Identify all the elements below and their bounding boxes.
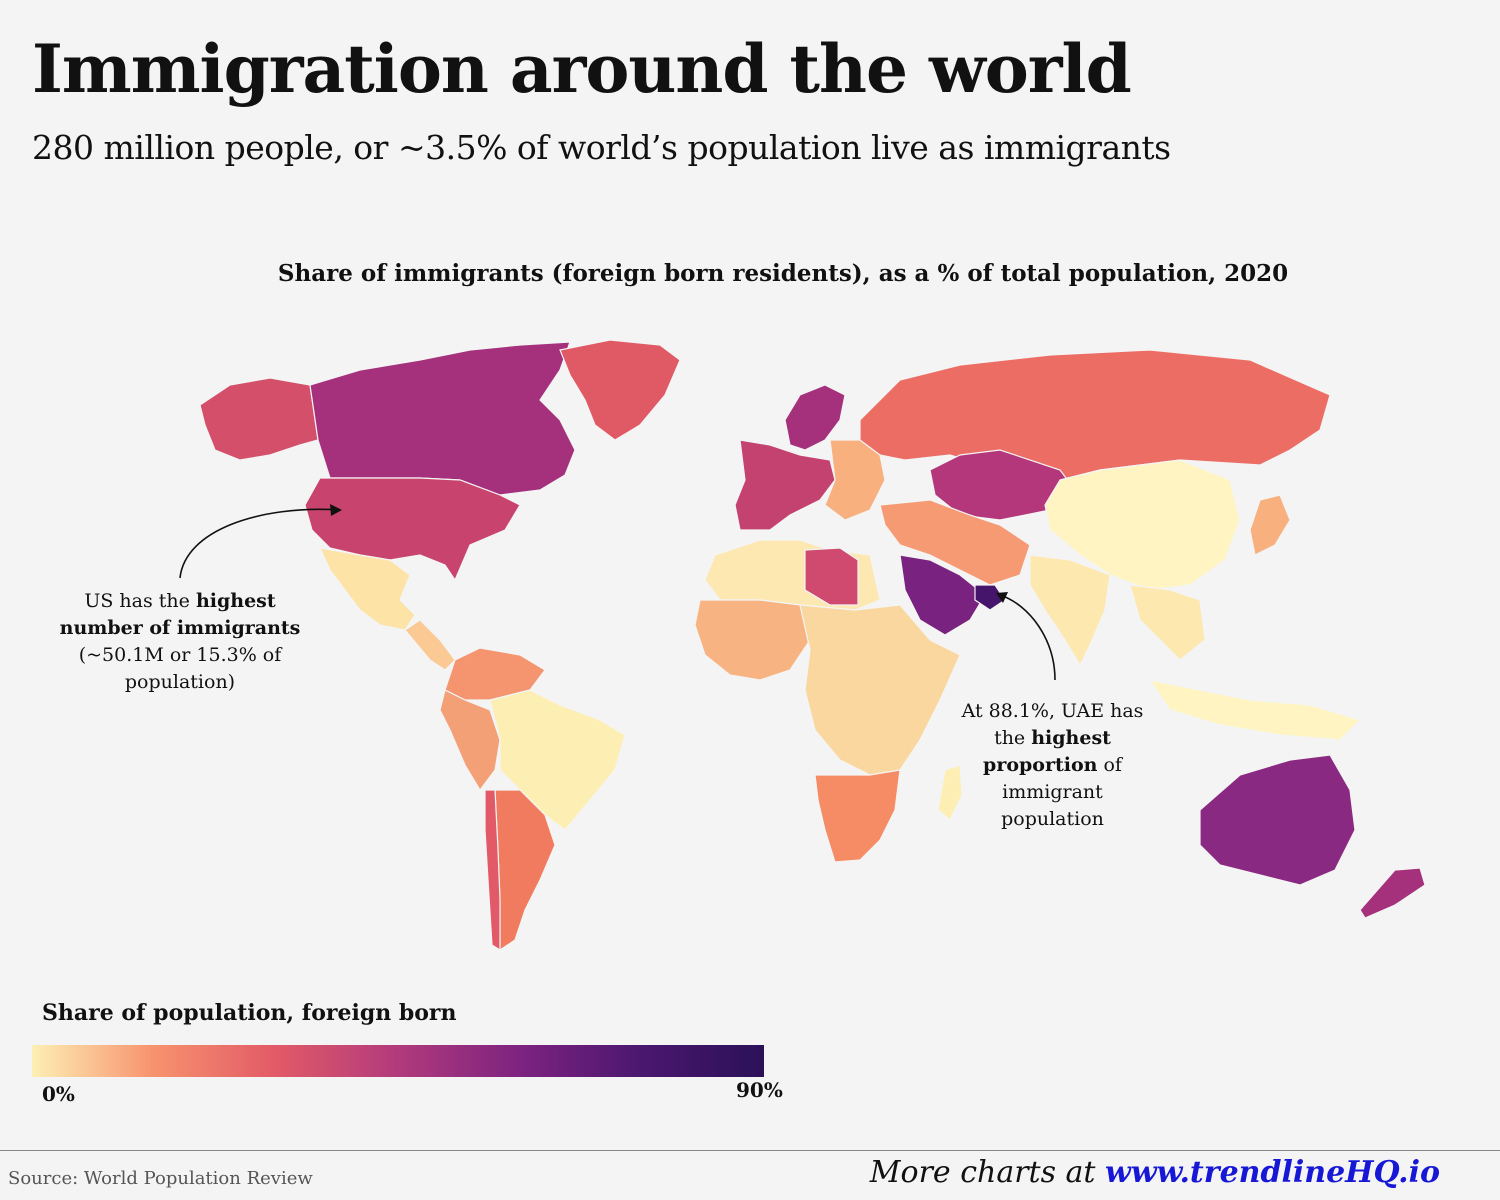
region-indonesia — [1148, 679, 1362, 741]
uae-annot-line1: At 88.1%, UAE has — [961, 700, 1144, 722]
legend-min-label: 0% — [42, 1082, 75, 1106]
region-se-asia — [1129, 584, 1206, 661]
legend-color-bar — [32, 1045, 764, 1077]
region-greenland — [559, 339, 681, 441]
uae-annot-line3-bold: proportion — [983, 754, 1098, 776]
us-annot-line1-pre: US has the — [84, 590, 196, 612]
region-libya — [804, 547, 859, 606]
region-madagascar — [937, 764, 963, 821]
us-annot-line3: (~50.1M or 15.3% of — [78, 644, 282, 666]
region-brazil — [489, 689, 626, 831]
region-chile — [484, 789, 501, 952]
region-russia — [859, 349, 1331, 481]
page-subtitle: 280 million people, or ~3.5% of world’s … — [32, 128, 1171, 167]
more-charts-link[interactable]: www.trendlineHQ.io — [1105, 1155, 1440, 1190]
uae-annot-line5: population — [1001, 808, 1104, 830]
region-scandinavia — [784, 384, 846, 451]
us-annotation-arrowhead — [330, 504, 342, 516]
uae-annot-line3-post: of — [1097, 754, 1122, 776]
page-title: Immigration around the world — [32, 30, 1132, 108]
region-canada — [309, 341, 576, 496]
us-annotation: US has the highest number of immigrants … — [50, 588, 310, 696]
region-saudi-arabia — [899, 554, 986, 636]
us-annot-line2-bold: number of immigrants — [59, 617, 301, 639]
map-title: Share of immigrants (foreign born reside… — [277, 260, 1289, 287]
region-india — [1029, 554, 1111, 667]
uae-annot-line4: immigrant — [1002, 781, 1103, 803]
legend-title: Share of population, foreign born — [42, 1000, 457, 1026]
region-southern-africa — [814, 769, 901, 863]
region-uae — [974, 584, 1006, 611]
uae-annotation-arrowhead — [996, 592, 1008, 603]
source-note: Source: World Population Review — [8, 1168, 313, 1189]
uae-annot-line2-pre: the — [994, 727, 1032, 749]
world-map — [0, 300, 1500, 1000]
us-annotation-arrow — [179, 508, 341, 579]
region-new-zealand — [1359, 867, 1426, 919]
more-charts-note: More charts at www.trendlineHQ.io — [870, 1155, 1440, 1190]
region-west-africa — [694, 599, 811, 681]
region-japan — [1249, 494, 1291, 556]
region-alaska — [199, 377, 319, 461]
region-mexico — [318, 547, 416, 631]
uae-annotation-arrow — [999, 594, 1056, 681]
world-map-svg — [179, 339, 1426, 952]
region-andes — [439, 689, 501, 792]
footer-divider — [0, 1150, 1500, 1151]
region-central-africa — [799, 604, 961, 776]
region-china — [1044, 459, 1241, 591]
region-europe-west — [734, 439, 836, 531]
legend-max-label: 90% — [736, 1078, 783, 1102]
more-charts-prefix: More charts at — [869, 1155, 1106, 1190]
uae-annotation: At 88.1%, UAE has the highest proportion… — [940, 698, 1165, 833]
region-australia — [1199, 754, 1356, 886]
us-annot-line1-bold: highest — [195, 590, 276, 612]
uae-annot-line2-bold: highest — [1031, 727, 1111, 749]
region-central-america — [404, 619, 456, 671]
region-iran — [879, 499, 1031, 586]
us-annot-line4: population) — [124, 671, 236, 693]
